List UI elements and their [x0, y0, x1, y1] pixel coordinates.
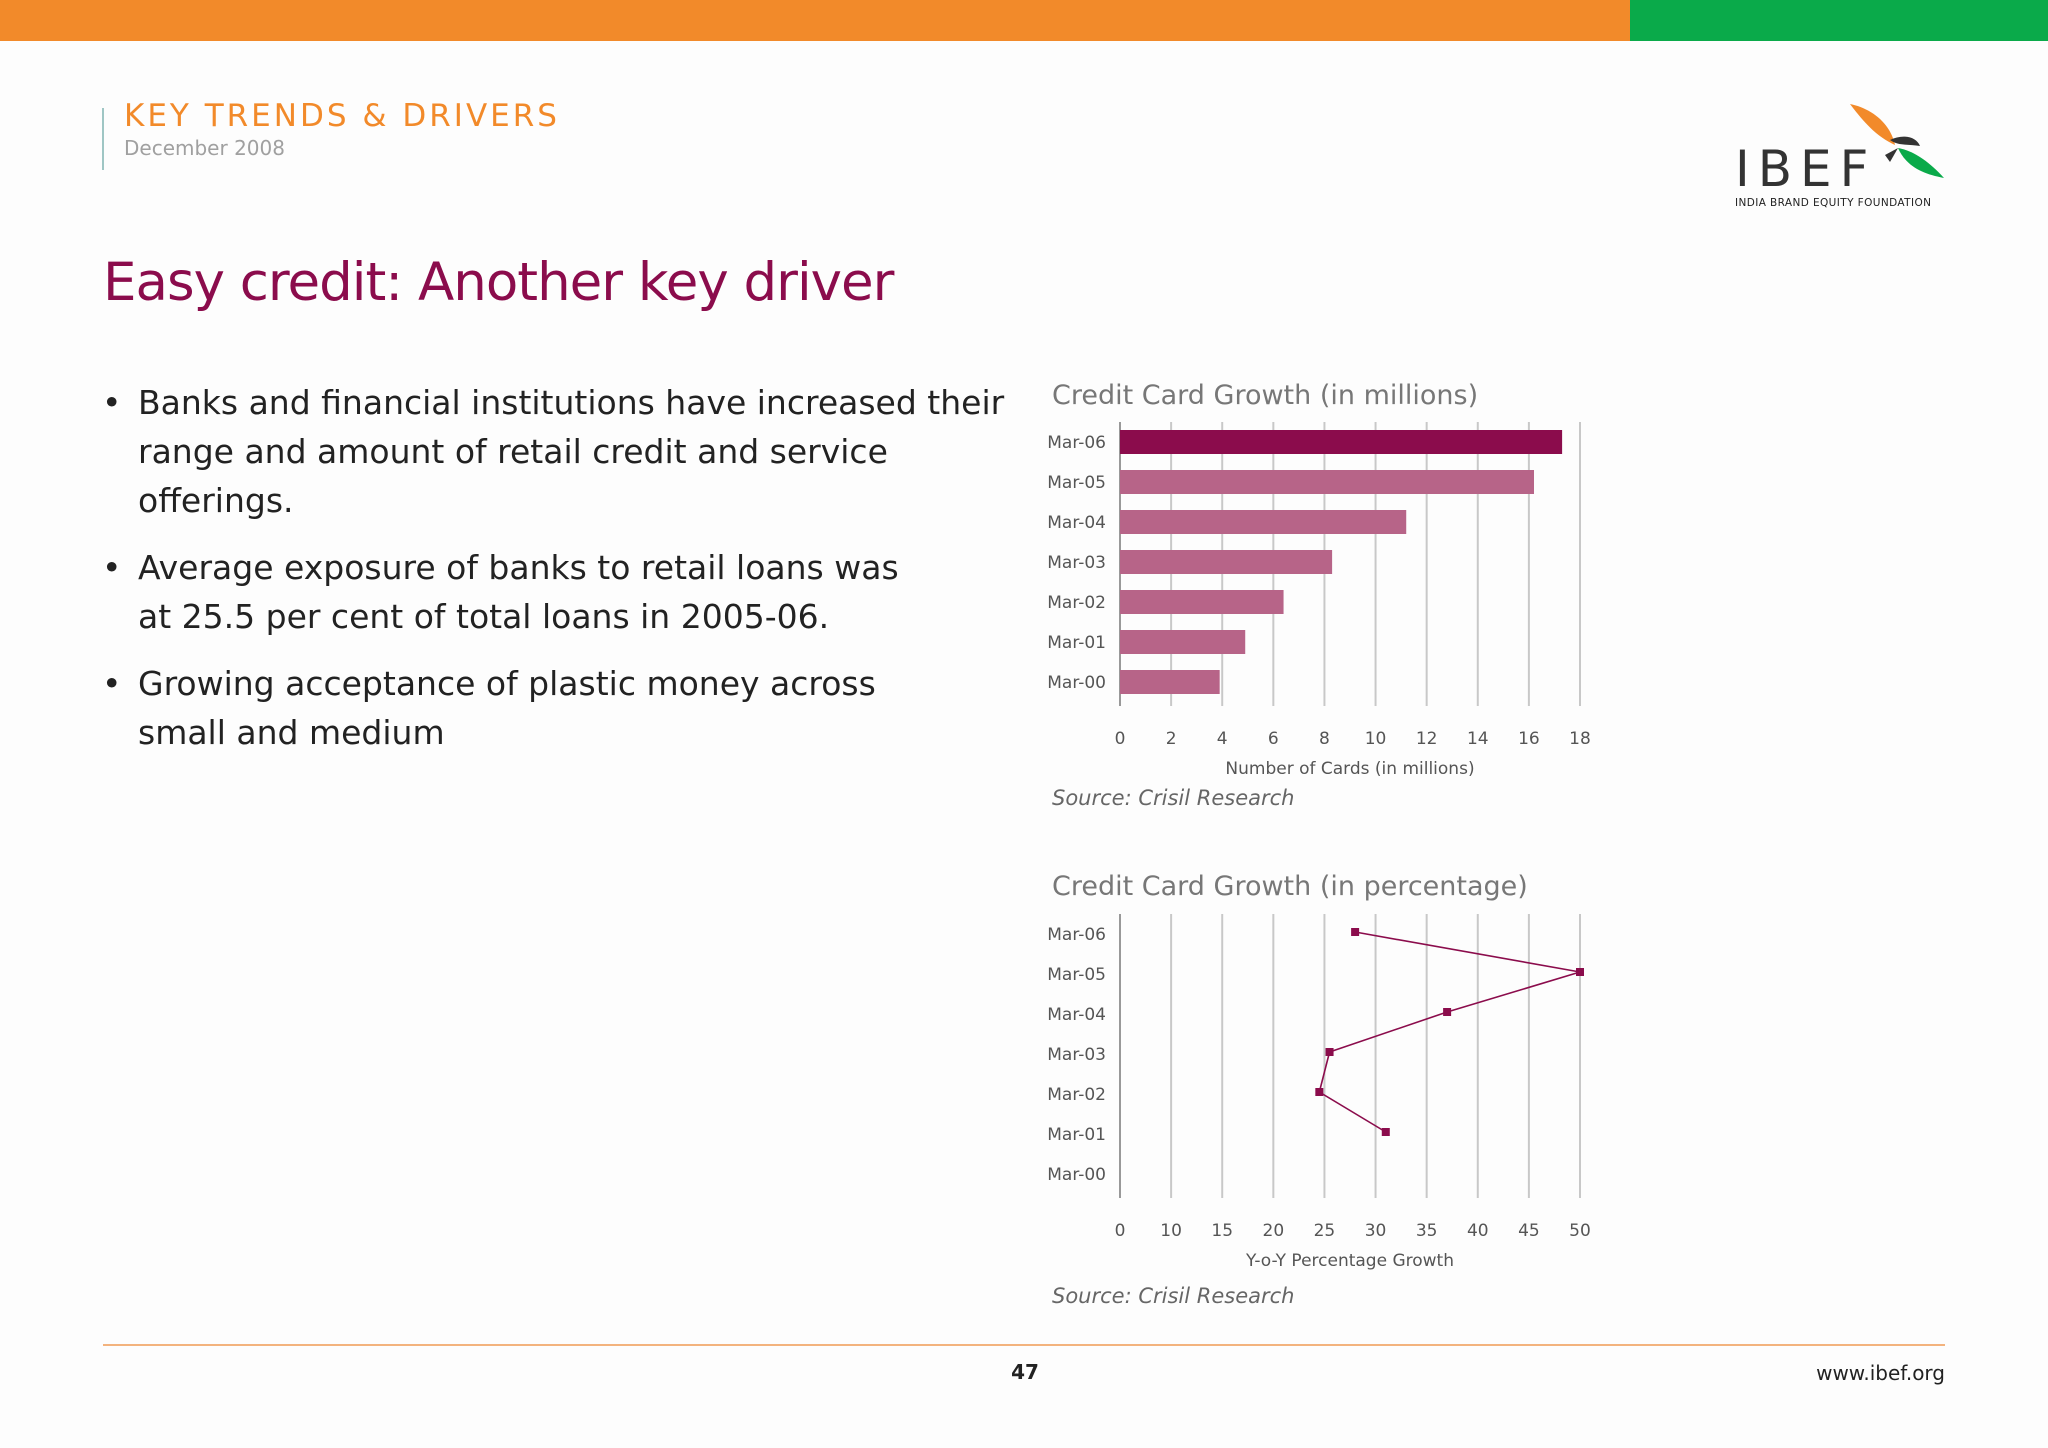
bullet-item: • Average exposure of banks to retail lo…: [102, 543, 918, 641]
x-tick-label: 10: [1160, 1221, 1182, 1241]
bullet-text: Banks and financial institutions have in…: [138, 383, 1005, 520]
page-number: 47: [1011, 1360, 1039, 1384]
data-point: [1351, 928, 1360, 936]
x-tick-label: 16: [1518, 729, 1540, 749]
bar: [1120, 430, 1563, 454]
bullet-dot: •: [102, 664, 122, 703]
y-category-label: Mar-06: [1047, 433, 1106, 453]
chart1-title: Credit Card Growth (in millions): [1052, 380, 1479, 411]
y-category-label: Mar-05: [1047, 965, 1106, 985]
bullet-text: Average exposure of banks to retail loan…: [138, 548, 899, 636]
bar: [1120, 630, 1246, 654]
y-category-label: Mar-00: [1047, 673, 1106, 693]
x-tick-label: 35: [1416, 1221, 1438, 1241]
x-tick-label: 0: [1115, 1221, 1126, 1241]
x-tick-label: 40: [1467, 1221, 1489, 1241]
ibef-logo: IBEF INDIA BRAND EQUITY FOUNDATION: [1730, 100, 1950, 212]
y-category-label: Mar-05: [1047, 473, 1106, 493]
data-point: [1443, 1008, 1452, 1016]
x-tick-label: 12: [1416, 729, 1438, 749]
y-category-label: Mar-01: [1047, 633, 1106, 653]
bullet-item: • Growing acceptance of plastic money ac…: [102, 659, 918, 757]
data-point: [1315, 1088, 1324, 1096]
x-tick-label: 50: [1569, 1221, 1591, 1241]
website-url: www.ibef.org: [1816, 1361, 1945, 1385]
bar: [1120, 550, 1333, 574]
section-heading: KEY TRENDS & DRIVERS: [124, 98, 560, 134]
report-date: December 2008: [124, 136, 285, 160]
footer-divider: [103, 1344, 1945, 1346]
x-axis-label: Number of Cards (in millions): [1225, 759, 1474, 779]
x-tick-label: 25: [1314, 1221, 1336, 1241]
logo-tagline: INDIA BRAND EQUITY FOUNDATION: [1735, 197, 1932, 209]
x-tick-label: 0: [1115, 729, 1126, 749]
top-bar-green: [1630, 0, 2048, 41]
chart2-title: Credit Card Growth (in percentage): [1052, 871, 1528, 902]
y-category-label: Mar-02: [1047, 593, 1106, 613]
x-tick-label: 14: [1467, 729, 1489, 749]
y-category-label: Mar-04: [1047, 513, 1106, 533]
y-category-label: Mar-02: [1047, 1085, 1106, 1105]
x-tick-label: 30: [1365, 1221, 1387, 1241]
bar: [1120, 470, 1534, 494]
bullet-dot: •: [102, 548, 122, 587]
bar: [1120, 590, 1284, 614]
x-tick-label: 4: [1217, 729, 1228, 749]
x-tick-label: 2: [1166, 729, 1177, 749]
bar: [1120, 670, 1220, 694]
y-category-label: Mar-06: [1047, 925, 1106, 945]
y-category-label: Mar-04: [1047, 1005, 1106, 1025]
header-divider: [102, 108, 104, 170]
data-point: [1381, 1128, 1390, 1136]
data-point: [1325, 1048, 1334, 1056]
bullet-dot: •: [102, 383, 122, 422]
chart1-source: Source: Crisil Research: [1052, 786, 1295, 810]
logo-name: IBEF: [1735, 140, 1877, 198]
y-category-label: Mar-01: [1047, 1125, 1106, 1145]
y-category-label: Mar-03: [1047, 1045, 1106, 1065]
bullet-text: Growing acceptance of plastic money acro…: [138, 664, 876, 752]
line-chart-growth: 0 10 15 20 25 30 35 40 45 50 Mar-06 Mar-05 Mar-04 Mar…: [1047, 914, 1591, 1271]
x-tick-label: 15: [1211, 1221, 1233, 1241]
bird-icon: [1850, 104, 1944, 178]
x-axis-label: Y-o-Y Percentage Growth: [1245, 1251, 1454, 1271]
x-tick-label: 10: [1365, 729, 1387, 749]
x-tick-label: 18: [1569, 729, 1591, 749]
y-category-label: Mar-00: [1047, 1165, 1106, 1185]
x-tick-label: 8: [1319, 729, 1330, 749]
x-tick-label: 45: [1518, 1221, 1540, 1241]
x-tick-label: 6: [1268, 729, 1279, 749]
chart2-source: Source: Crisil Research: [1052, 1284, 1295, 1308]
page-title: Easy credit: Another key driver: [103, 252, 894, 313]
top-bar-orange: [0, 0, 1630, 41]
bullet-list: • Banks and financial institutions have …: [102, 378, 1022, 775]
x-tick-label: 20: [1263, 1221, 1285, 1241]
series-line: [1318, 931, 1581, 1133]
y-category-label: Mar-03: [1047, 553, 1106, 573]
bar-chart-credit-cards: 0 2 4 6 8 10 12 14 16 18 Mar-06 Mar-05 Mar-04 Mar-03 M…: [1047, 422, 1591, 779]
bullet-item: • Banks and financial institutions have …: [102, 378, 1022, 525]
data-point: [1576, 968, 1584, 976]
bar: [1120, 510, 1407, 534]
